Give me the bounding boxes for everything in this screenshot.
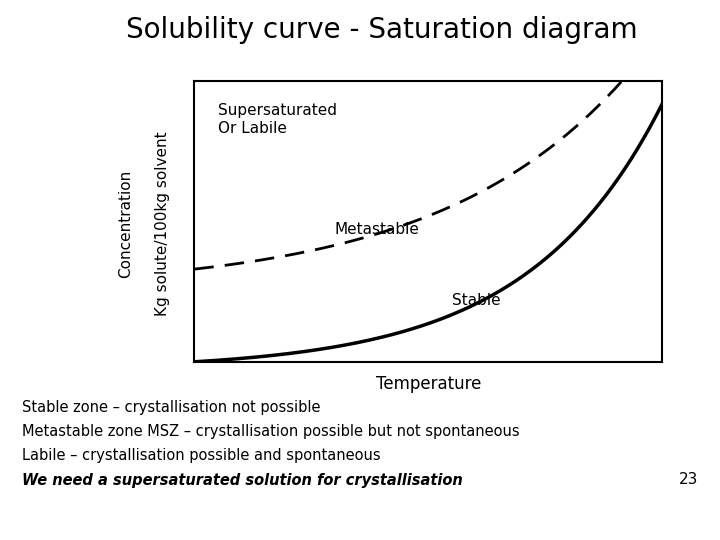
Text: Supersaturated
Or Labile: Supersaturated Or Labile [218, 104, 337, 136]
Text: Stable zone – crystallisation not possible: Stable zone – crystallisation not possib… [22, 400, 320, 415]
Text: Solubility curve - Saturation diagram: Solubility curve - Saturation diagram [126, 16, 637, 44]
Text: 23: 23 [679, 472, 698, 488]
Text: We need a supersaturated solution for crystallisation: We need a supersaturated solution for cr… [22, 472, 462, 488]
Text: Metastable zone MSZ – crystallisation possible but not spontaneous: Metastable zone MSZ – crystallisation po… [22, 424, 519, 439]
Text: Kg solute/100kg solvent: Kg solute/100kg solvent [155, 132, 169, 316]
Text: Concentration: Concentration [119, 170, 133, 278]
Text: Stable: Stable [452, 293, 500, 307]
Text: Temperature: Temperature [376, 375, 481, 393]
Text: Labile – crystallisation possible and spontaneous: Labile – crystallisation possible and sp… [22, 448, 380, 463]
Text: Metastable: Metastable [335, 222, 420, 237]
